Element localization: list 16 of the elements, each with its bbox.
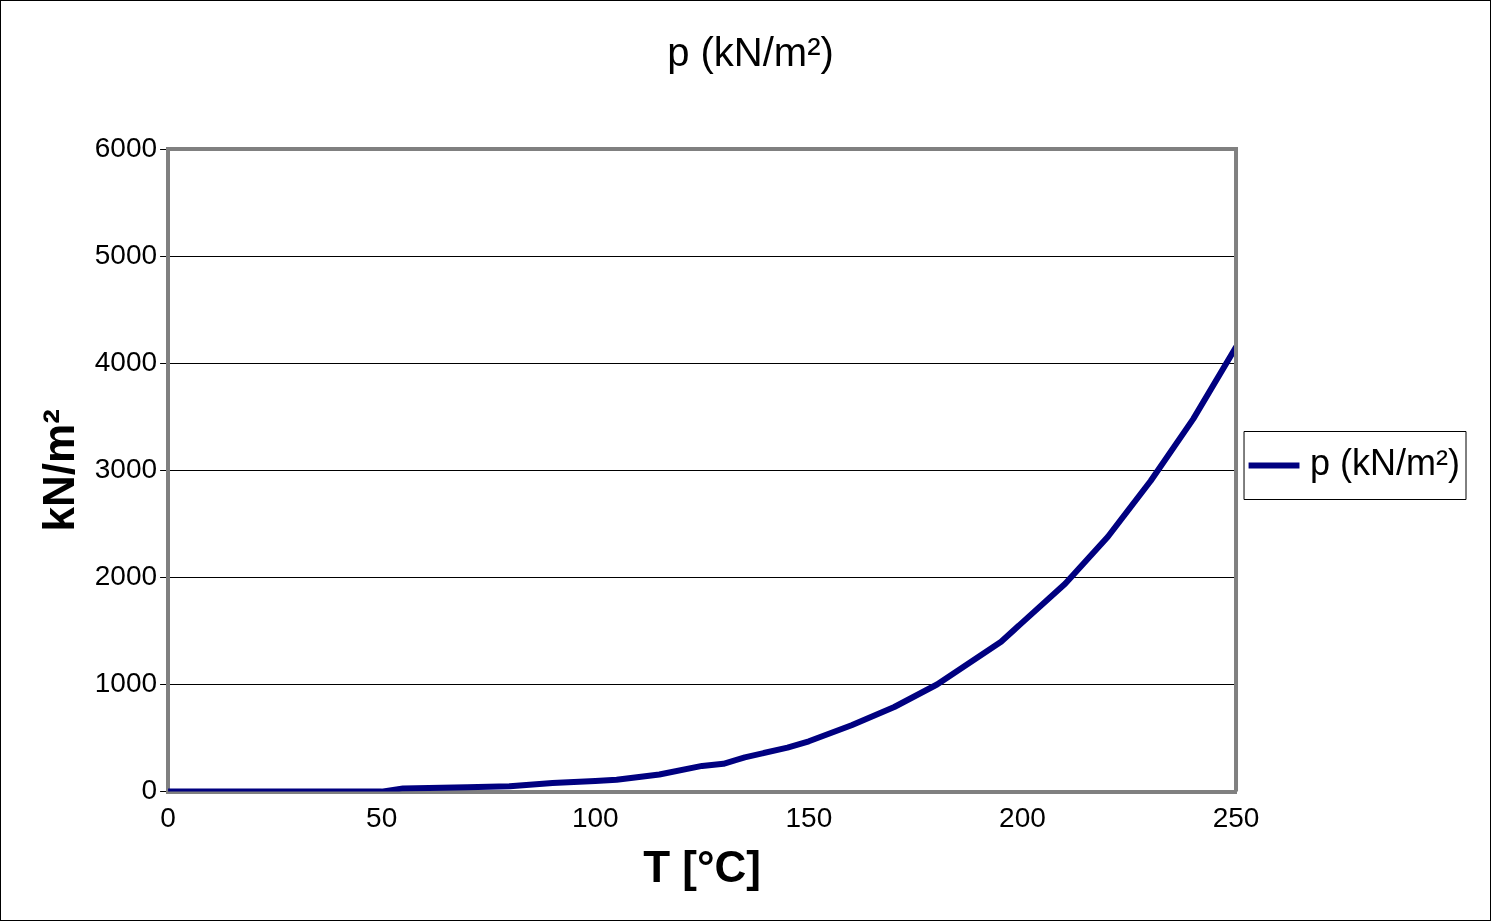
- x-tick-label: 100: [571, 802, 619, 834]
- y-tick-label: 5000: [94, 238, 158, 270]
- x-tick-label: 150: [785, 802, 833, 834]
- chart-title: p (kN/m²): [667, 30, 834, 75]
- y-tick-label: 2000: [94, 560, 158, 592]
- y-tick-label: 3000: [94, 453, 158, 485]
- x-tick-label: 200: [999, 802, 1046, 834]
- x-axis-title: T [°C]: [643, 841, 761, 891]
- y-tick-label: 1000: [94, 667, 158, 699]
- x-tick-label: 250: [1212, 802, 1260, 834]
- legend-label: p (kN/m²): [1310, 442, 1461, 484]
- x-tick-label: 50: [366, 802, 398, 834]
- y-tick-label: 4000: [94, 345, 158, 377]
- y-axis-title: kN/m²: [33, 409, 83, 532]
- y-tick-label: 0: [141, 774, 158, 806]
- y-tick-label: 6000: [94, 131, 158, 163]
